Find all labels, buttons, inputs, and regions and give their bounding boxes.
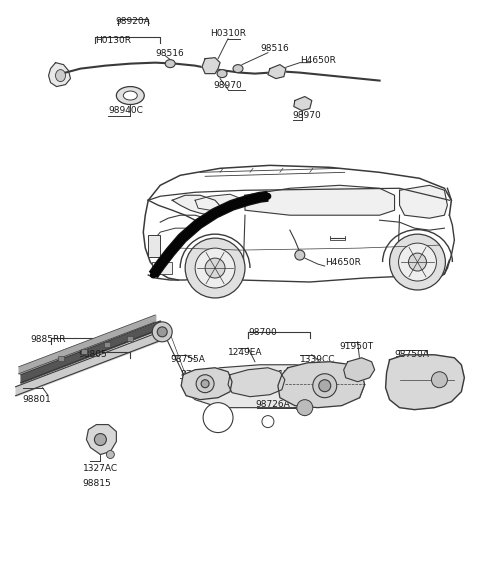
Text: 98801: 98801 (23, 395, 51, 404)
Text: 98755A: 98755A (170, 355, 205, 364)
Text: 1125DA: 1125DA (278, 370, 313, 379)
Text: H0310R: H0310R (210, 29, 246, 37)
Text: 98920A: 98920A (115, 17, 150, 26)
Text: H4650R: H4650R (300, 56, 336, 65)
Bar (148, 235, 160, 257)
Bar (81, 349, 87, 354)
Ellipse shape (165, 60, 175, 68)
Text: 91950T: 91950T (340, 342, 374, 351)
Ellipse shape (233, 65, 243, 73)
Text: 98726A: 98726A (255, 400, 290, 408)
Text: H4650R: H4650R (325, 258, 360, 267)
Circle shape (262, 416, 274, 428)
Text: 98516: 98516 (155, 49, 184, 58)
Circle shape (203, 403, 233, 433)
Circle shape (313, 374, 336, 398)
Polygon shape (48, 62, 71, 86)
Text: 1339CC: 1339CC (300, 355, 336, 364)
Circle shape (201, 380, 209, 388)
Polygon shape (202, 58, 220, 74)
Text: 98516: 98516 (260, 44, 288, 53)
Circle shape (297, 400, 313, 416)
Polygon shape (172, 195, 222, 216)
Circle shape (185, 238, 245, 298)
Polygon shape (181, 367, 232, 400)
Circle shape (95, 433, 107, 445)
Polygon shape (385, 355, 464, 410)
Polygon shape (245, 185, 395, 215)
Ellipse shape (116, 86, 144, 105)
Text: 98940C: 98940C (108, 106, 143, 115)
Polygon shape (268, 65, 286, 78)
Circle shape (196, 375, 214, 392)
Text: 98700: 98700 (248, 328, 277, 337)
Text: 9885RR: 9885RR (31, 335, 66, 344)
Circle shape (319, 380, 331, 392)
Text: 98805: 98805 (78, 350, 107, 359)
Ellipse shape (217, 70, 227, 78)
Polygon shape (294, 97, 312, 111)
Polygon shape (228, 367, 285, 396)
Bar (127, 336, 133, 341)
Bar (104, 343, 110, 348)
Polygon shape (195, 194, 240, 210)
Text: 1249EA: 1249EA (228, 348, 263, 357)
Polygon shape (344, 358, 374, 382)
Circle shape (390, 234, 445, 290)
Circle shape (195, 248, 235, 288)
Polygon shape (278, 362, 365, 408)
Circle shape (432, 371, 447, 388)
Text: 98970: 98970 (213, 81, 242, 90)
Circle shape (398, 243, 436, 281)
Circle shape (295, 250, 305, 260)
Ellipse shape (56, 70, 65, 82)
Text: H0130R: H0130R (96, 36, 132, 45)
Text: 87120V: 87120V (180, 370, 215, 379)
Polygon shape (86, 425, 116, 454)
Polygon shape (399, 185, 447, 218)
Bar (152, 262, 172, 274)
Text: 98815: 98815 (83, 479, 111, 488)
Bar (58, 356, 63, 361)
Polygon shape (185, 365, 365, 408)
Text: 98970: 98970 (293, 111, 322, 119)
Text: 1327AC: 1327AC (83, 465, 118, 474)
Circle shape (107, 450, 114, 458)
Circle shape (152, 322, 172, 342)
Ellipse shape (123, 91, 137, 100)
Text: 98750A: 98750A (395, 350, 430, 359)
Circle shape (205, 258, 225, 278)
Circle shape (157, 327, 167, 337)
Circle shape (408, 253, 426, 271)
